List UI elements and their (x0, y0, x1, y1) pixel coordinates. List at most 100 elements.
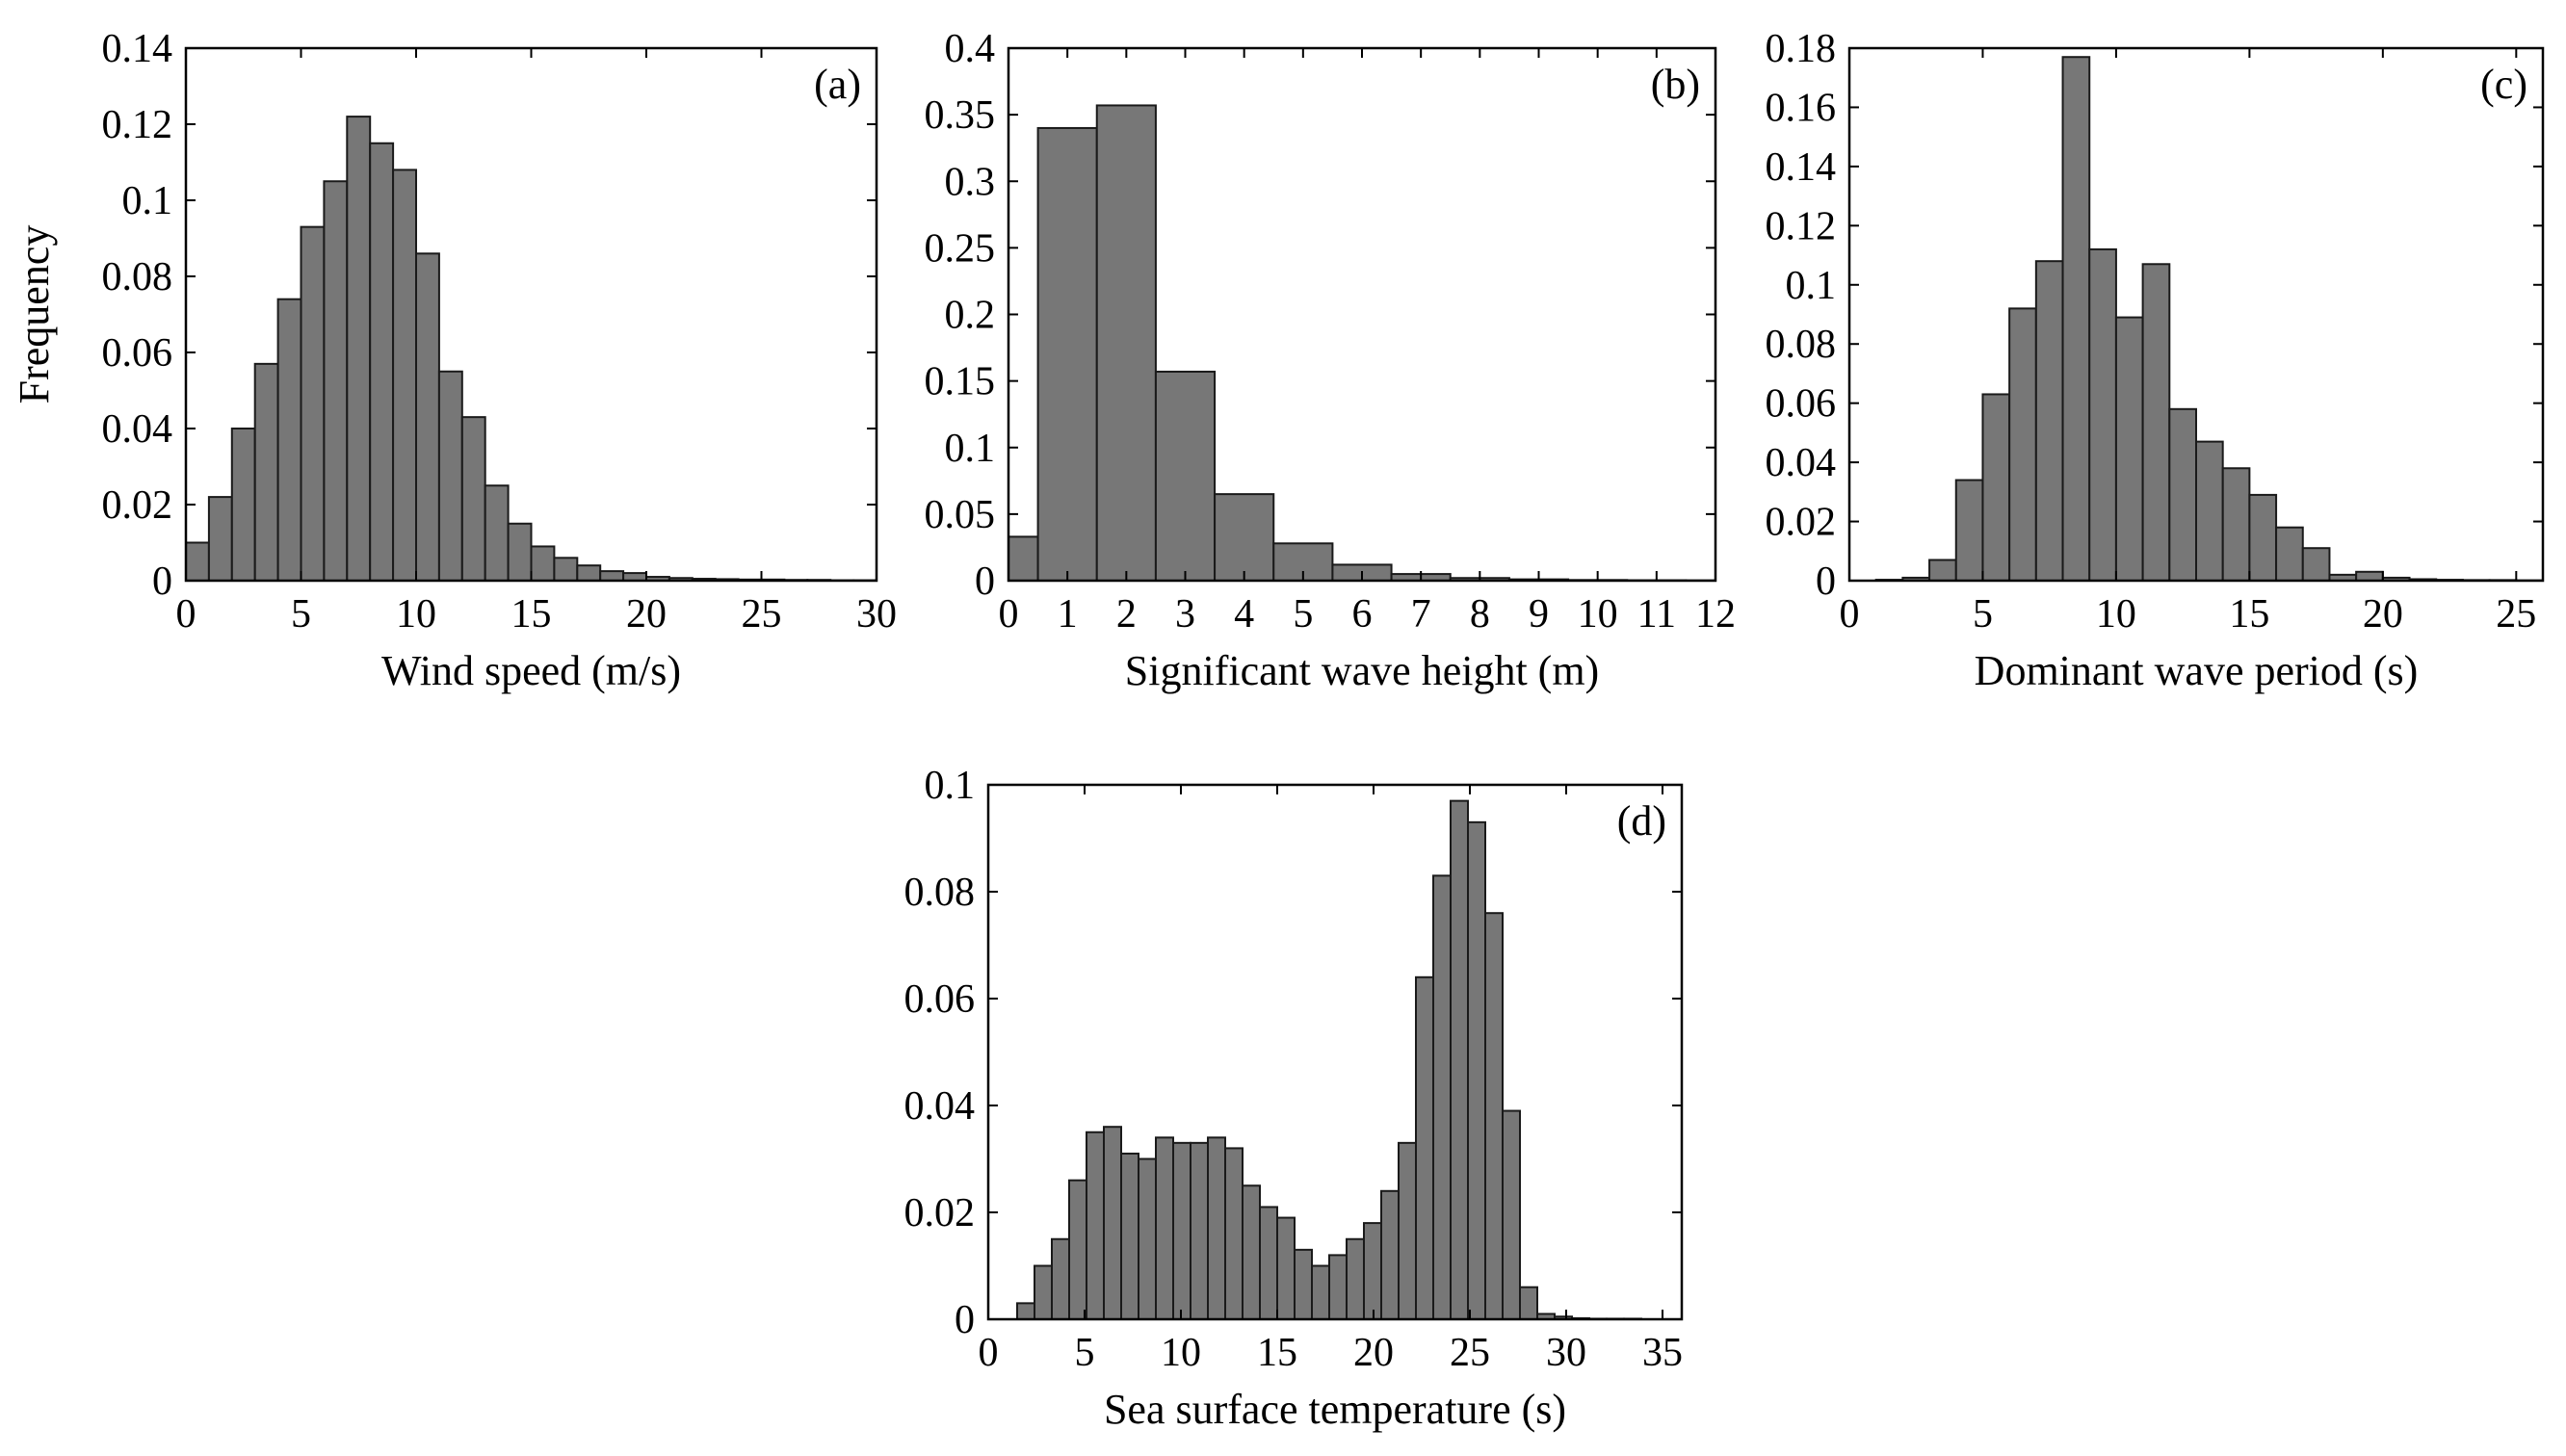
bar-d-3 (1068, 1179, 1087, 1320)
y-tick-label-c-1: 0.02 (1766, 501, 1837, 545)
panel-label-a: (a) (814, 61, 861, 108)
bar-d-4 (1086, 1131, 1105, 1320)
bar-c-10 (2141, 263, 2171, 582)
y-tick-label-c-3: 0.06 (1766, 382, 1837, 427)
y-tick-label-b-4: 0.2 (945, 294, 996, 338)
x-tick-label-d-0: 0 (979, 1331, 999, 1375)
x-tick-label-b-4: 4 (1234, 592, 1254, 637)
x-tick-label-b-6: 6 (1352, 592, 1373, 637)
bar-c-15 (2275, 526, 2304, 583)
x-tick-label-a-5: 25 (742, 592, 782, 637)
y-tick-label-d-1: 0.02 (904, 1191, 976, 1235)
bar-a-4 (276, 298, 302, 582)
y-tick-label-a-0: 0 (152, 559, 172, 604)
x-tick-label-b-10: 10 (1578, 592, 1618, 637)
x-tick-label-d-6: 30 (1546, 1331, 1586, 1375)
y-tick-label-b-0: 0 (975, 559, 995, 604)
y-tick-label-d-5: 0.1 (925, 764, 976, 808)
y-tick-label-c-2: 0.04 (1766, 441, 1837, 485)
x-tick-label-a-1: 5 (291, 592, 311, 637)
x-tick-label-d-1: 5 (1075, 1331, 1095, 1375)
bar-d-2 (1051, 1237, 1070, 1320)
axes-box-d (986, 783, 1684, 1321)
x-axis-label-d: Sea surface temperature (s) (1104, 1386, 1566, 1433)
bar-d-11 (1207, 1136, 1226, 1321)
bar-c-2 (1928, 559, 1957, 583)
bar-d-16 (1294, 1248, 1313, 1320)
y-tick-label-b-8: 0.4 (945, 27, 996, 71)
bar-d-28 (1502, 1109, 1521, 1321)
x-tick-label-c-3: 15 (2229, 592, 2269, 637)
bar-a-3 (253, 362, 279, 582)
bar-b-3 (1154, 370, 1217, 583)
bar-c-11 (2168, 407, 2197, 582)
bar-b-0 (1008, 535, 1039, 583)
x-tick-label-b-12: 12 (1695, 592, 1736, 637)
x-tick-label-b-3: 3 (1175, 592, 1195, 637)
x-tick-label-a-0: 0 (176, 592, 196, 637)
bar-d-8 (1155, 1136, 1174, 1321)
bar-a-9 (392, 169, 418, 582)
bar-c-4 (1981, 393, 2011, 583)
y-tick-label-d-3: 0.06 (904, 977, 976, 1022)
bar-d-25 (1450, 799, 1469, 1320)
x-axis-label-c: Dominant wave period (s) (1975, 647, 2419, 694)
bar-c-12 (2195, 440, 2224, 582)
x-axis-label-b: Significant wave height (m) (1125, 647, 1599, 694)
bar-b-1 (1036, 126, 1098, 582)
y-tick-label-c-4: 0.08 (1766, 323, 1837, 367)
bar-b-4 (1214, 493, 1275, 583)
x-tick-label-b-1: 1 (1058, 592, 1078, 637)
panel-d: 0 5 10 15 20 25 30 35 0 0.02 0.04 0.06 0.08 0.1 (d) Sea… (904, 764, 1684, 1433)
x-tick-label-b-8: 8 (1470, 592, 1490, 637)
bar-c-16 (2301, 547, 2331, 583)
x-tick-label-a-3: 15 (511, 592, 552, 637)
bar-a-2 (230, 428, 256, 582)
x-tick-label-b-11: 11 (1637, 592, 1676, 637)
bar-d-29 (1519, 1286, 1538, 1320)
y-tick-label-c-7: 0.14 (1766, 145, 1837, 190)
panel-label-c: (c) (2480, 61, 2527, 108)
panel-label-b: (b) (1651, 61, 1700, 108)
y-tick-label-a-7: 0.14 (102, 27, 173, 71)
bar-c-14 (2248, 493, 2278, 583)
y-tick-label-d-2: 0.04 (904, 1084, 976, 1129)
bar-d-14 (1259, 1206, 1278, 1320)
x-tick-label-a-2: 10 (396, 592, 436, 637)
bar-c-5 (2008, 307, 2037, 582)
bar-d-19 (1346, 1237, 1365, 1320)
bar-d-18 (1328, 1254, 1348, 1321)
y-tick-label-b-5: 0.25 (925, 226, 996, 271)
bar-d-1 (1034, 1264, 1053, 1320)
panel-b: 0 1 2 3 4 5 6 7 8 9 10 11 1200.050.10.150.20.250.30.… (925, 27, 1737, 694)
y-tick-label-a-2: 0.04 (102, 407, 173, 452)
bar-a-8 (369, 142, 395, 582)
bar-a-7 (346, 116, 372, 582)
y-tick-label-a-4: 0.08 (102, 255, 173, 299)
y-tick-label-a-3: 0.06 (102, 331, 173, 376)
y-tick-label-d-4: 0.08 (904, 871, 976, 915)
bar-a-11 (437, 370, 463, 582)
x-tick-label-d-3: 15 (1257, 1331, 1297, 1375)
y-tick-label-b-1: 0.05 (925, 493, 996, 537)
bar-d-27 (1484, 912, 1504, 1320)
bar-a-6 (323, 180, 349, 582)
bar-c-9 (2114, 316, 2144, 582)
x-tick-label-a-4: 20 (626, 592, 667, 637)
x-axis-label-a: Wind speed (m/s) (381, 647, 681, 694)
bar-d-5 (1103, 1126, 1122, 1320)
bar-c-7 (2061, 56, 2091, 582)
y-tick-label-d-0: 0 (955, 1298, 975, 1342)
x-tick-label-b-2: 2 (1116, 592, 1137, 637)
bar-a-0 (185, 541, 210, 582)
x-tick-label-d-7: 35 (1642, 1331, 1683, 1375)
y-tick-label-b-2: 0.1 (945, 427, 996, 471)
bar-a-12 (460, 416, 486, 582)
x-tick-label-c-1: 5 (1973, 592, 1993, 637)
bar-d-23 (1415, 975, 1434, 1320)
bar-a-16 (553, 557, 579, 582)
y-tick-label-c-9: 0.18 (1766, 27, 1837, 71)
panel-c: 0 5 10 15 20 25 0 0.02 0.04 0.06 0.08 0.1 0.12 0.14 0.… (1766, 27, 2545, 694)
